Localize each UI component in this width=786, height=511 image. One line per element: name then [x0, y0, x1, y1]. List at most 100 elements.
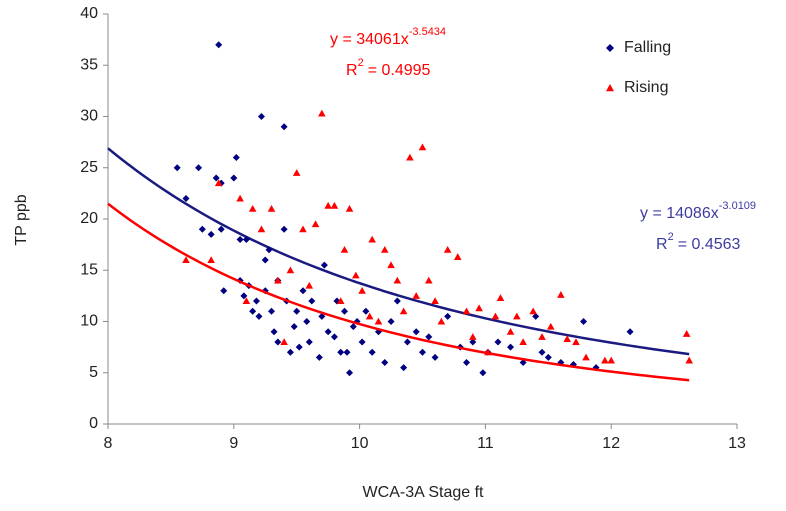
- data-point: [341, 307, 349, 315]
- data-point: [462, 307, 471, 315]
- data-point: [626, 328, 634, 336]
- data-point: [469, 333, 477, 340]
- data-point: [230, 174, 238, 182]
- data-point: [406, 153, 414, 161]
- data-point: [236, 194, 244, 202]
- data-point: [305, 338, 313, 346]
- data-point: [340, 245, 349, 253]
- data-point: [182, 195, 190, 202]
- data-point: [607, 356, 615, 364]
- data-point: [320, 261, 328, 269]
- data-point: [532, 312, 540, 320]
- data-point: [215, 41, 223, 49]
- x-tick-label: 9: [229, 435, 238, 452]
- x-tick-label: 10: [351, 435, 369, 452]
- data-point: [295, 343, 303, 351]
- data-point: [538, 333, 546, 340]
- data-point: [267, 204, 276, 212]
- data-point: [274, 276, 282, 284]
- data-point: [358, 286, 366, 294]
- data-point: [431, 297, 439, 305]
- data-point: [217, 225, 225, 233]
- data-point: [265, 246, 273, 254]
- data-point: [349, 323, 357, 331]
- r-squared-sup: 2: [358, 57, 364, 69]
- data-point: [343, 348, 351, 356]
- data-point: [453, 253, 462, 260]
- y-axis-title: TP ppb: [13, 194, 30, 245]
- data-point: [496, 294, 505, 301]
- data-point: [318, 109, 326, 117]
- data-point: [393, 297, 401, 305]
- legend-marker: [606, 44, 614, 52]
- data-point: [290, 323, 298, 331]
- y-tick-label: 30: [80, 108, 98, 125]
- data-point: [506, 327, 515, 335]
- r-squared-label: R: [346, 62, 358, 79]
- data-point: [491, 312, 500, 320]
- legend-label: Rising: [624, 79, 668, 96]
- data-point: [418, 143, 427, 151]
- data-point: [425, 333, 433, 341]
- legend-label: Falling: [624, 39, 671, 56]
- data-point: [257, 113, 265, 120]
- data-point: [685, 356, 693, 364]
- r-squared-value: = 0.4563: [678, 236, 741, 253]
- data-point: [299, 225, 307, 233]
- data-point: [352, 271, 360, 279]
- data-point: [368, 235, 376, 243]
- data-point: [368, 348, 376, 356]
- data-point: [299, 287, 307, 295]
- data-point: [257, 225, 266, 233]
- x-tick-label: 8: [104, 435, 113, 452]
- data-point: [444, 312, 452, 320]
- data-point: [475, 304, 483, 312]
- data-point: [424, 276, 433, 284]
- label-box: [636, 198, 761, 260]
- data-point: [286, 266, 295, 274]
- data-point: [236, 236, 244, 243]
- x-tick-label: 12: [602, 435, 620, 452]
- data-point: [469, 338, 477, 346]
- data-point: [248, 204, 257, 212]
- data-point: [240, 292, 248, 300]
- data-point: [374, 317, 383, 325]
- data-point: [463, 359, 471, 366]
- data-point: [274, 338, 282, 346]
- data-point: [393, 276, 402, 284]
- data-point: [419, 348, 426, 356]
- r-squared-value: = 0.4995: [368, 62, 431, 79]
- y-tick-label: 40: [80, 5, 98, 22]
- data-point: [601, 356, 609, 364]
- data-point: [308, 297, 316, 305]
- data-point: [507, 343, 515, 351]
- data-point: [249, 307, 257, 315]
- y-tick-label: 20: [80, 210, 98, 227]
- data-point: [311, 220, 320, 228]
- data-point: [437, 317, 446, 325]
- data-point: [346, 369, 354, 377]
- y-tick-label: 10: [80, 313, 98, 330]
- data-point: [484, 348, 492, 356]
- data-point: [494, 338, 502, 346]
- data-point: [362, 307, 370, 315]
- data-point: [207, 230, 215, 238]
- data-point: [214, 179, 223, 187]
- data-point: [557, 291, 565, 298]
- data-point: [220, 287, 228, 295]
- data-point: [268, 307, 276, 315]
- data-point: [337, 348, 345, 356]
- data-point: [365, 312, 374, 320]
- data-point: [232, 154, 240, 161]
- data-point: [286, 348, 294, 356]
- data-point: [572, 338, 580, 346]
- data-point: [336, 297, 345, 305]
- data-point: [380, 245, 389, 253]
- r-squared-label: R: [656, 236, 668, 253]
- data-point: [242, 236, 250, 243]
- y-tick-label: 35: [80, 56, 98, 73]
- data-point: [387, 318, 395, 325]
- data-point: [270, 328, 278, 336]
- data-point: [303, 318, 311, 325]
- data-point: [280, 338, 288, 346]
